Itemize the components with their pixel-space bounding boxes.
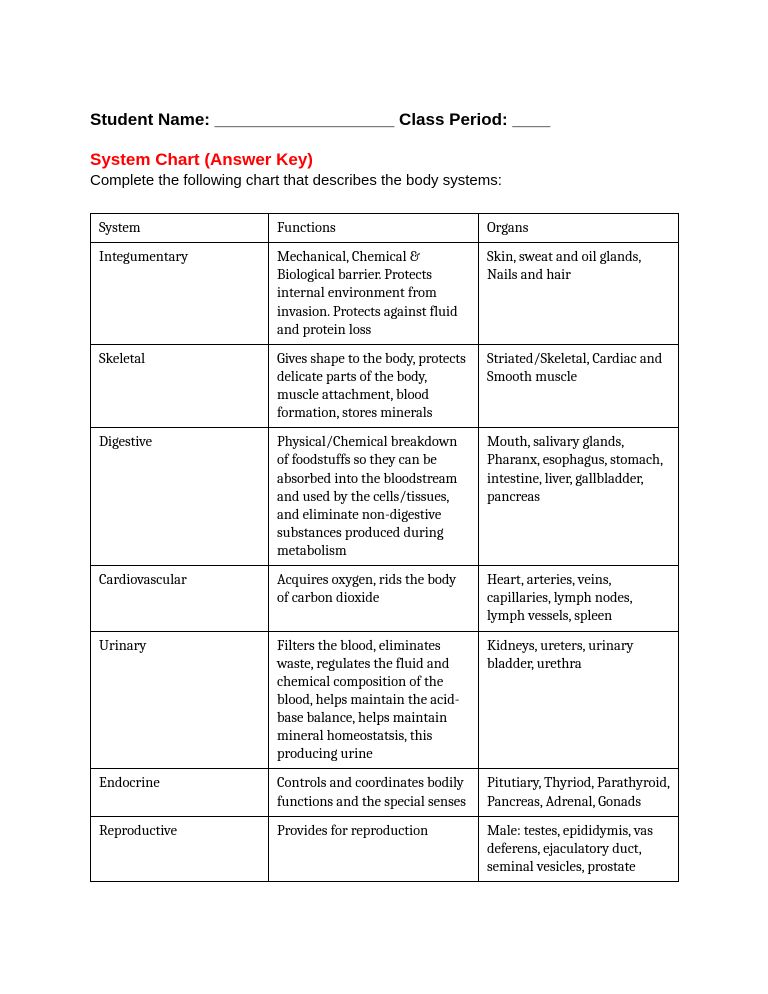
cell-functions: Physical/Chemical breakdown of foodstuff…	[269, 428, 479, 566]
header-system: System	[91, 214, 269, 243]
cell-organs: Striated/Skeletal, Cardiac and Smooth mu…	[479, 344, 679, 428]
cell-system: Digestive	[91, 428, 269, 566]
cell-system: Skeletal	[91, 344, 269, 428]
cell-system: Cardiovascular	[91, 566, 269, 631]
cell-functions: Controls and coordinates bodily function…	[269, 769, 479, 816]
cell-functions: Filters the blood, eliminates waste, reg…	[269, 631, 479, 769]
document-page: Student Name: ___________________ Class …	[0, 0, 768, 922]
cell-organs: Mouth, salivary glands, Pharanx, esophag…	[479, 428, 679, 566]
document-title: System Chart (Answer Key)	[90, 150, 678, 170]
table-header-row: System Functions Organs	[91, 214, 679, 243]
student-header: Student Name: ___________________ Class …	[90, 110, 678, 130]
table-row: Urinary Filters the blood, eliminates wa…	[91, 631, 679, 769]
body-systems-table: System Functions Organs Integumentary Me…	[90, 213, 679, 882]
class-period-label: Class Period: ____	[394, 110, 550, 129]
table-row: Integumentary Mechanical, Chemical & Bio…	[91, 243, 679, 345]
instruction-text: Complete the following chart that descri…	[90, 172, 678, 189]
cell-system: Reproductive	[91, 816, 269, 881]
table-row: Skeletal Gives shape to the body, protec…	[91, 344, 679, 428]
cell-functions: Mechanical, Chemical & Biological barrie…	[269, 243, 479, 345]
student-name-label: Student Name: ___________________	[90, 110, 394, 129]
table-row: Cardiovascular Acquires oxygen, rids the…	[91, 566, 679, 631]
header-functions: Functions	[269, 214, 479, 243]
header-organs: Organs	[479, 214, 679, 243]
cell-system: Endocrine	[91, 769, 269, 816]
cell-organs: Kidneys, ureters, urinary bladder, ureth…	[479, 631, 679, 769]
table-row: Digestive Physical/Chemical breakdown of…	[91, 428, 679, 566]
table-row: Reproductive Provides for reproduction M…	[91, 816, 679, 881]
table-row: Endocrine Controls and coordinates bodil…	[91, 769, 679, 816]
cell-organs: Pitutiary, Thyriod, Parathyroid, Pancrea…	[479, 769, 679, 816]
cell-organs: Male: testes, epididymis, vas deferens, …	[479, 816, 679, 881]
cell-functions: Acquires oxygen, rids the body of carbon…	[269, 566, 479, 631]
cell-functions: Provides for reproduction	[269, 816, 479, 881]
cell-system: Integumentary	[91, 243, 269, 345]
cell-functions: Gives shape to the body, protects delica…	[269, 344, 479, 428]
cell-organs: Skin, sweat and oil glands, Nails and ha…	[479, 243, 679, 345]
cell-system: Urinary	[91, 631, 269, 769]
cell-organs: Heart, arteries, veins, capillaries, lym…	[479, 566, 679, 631]
